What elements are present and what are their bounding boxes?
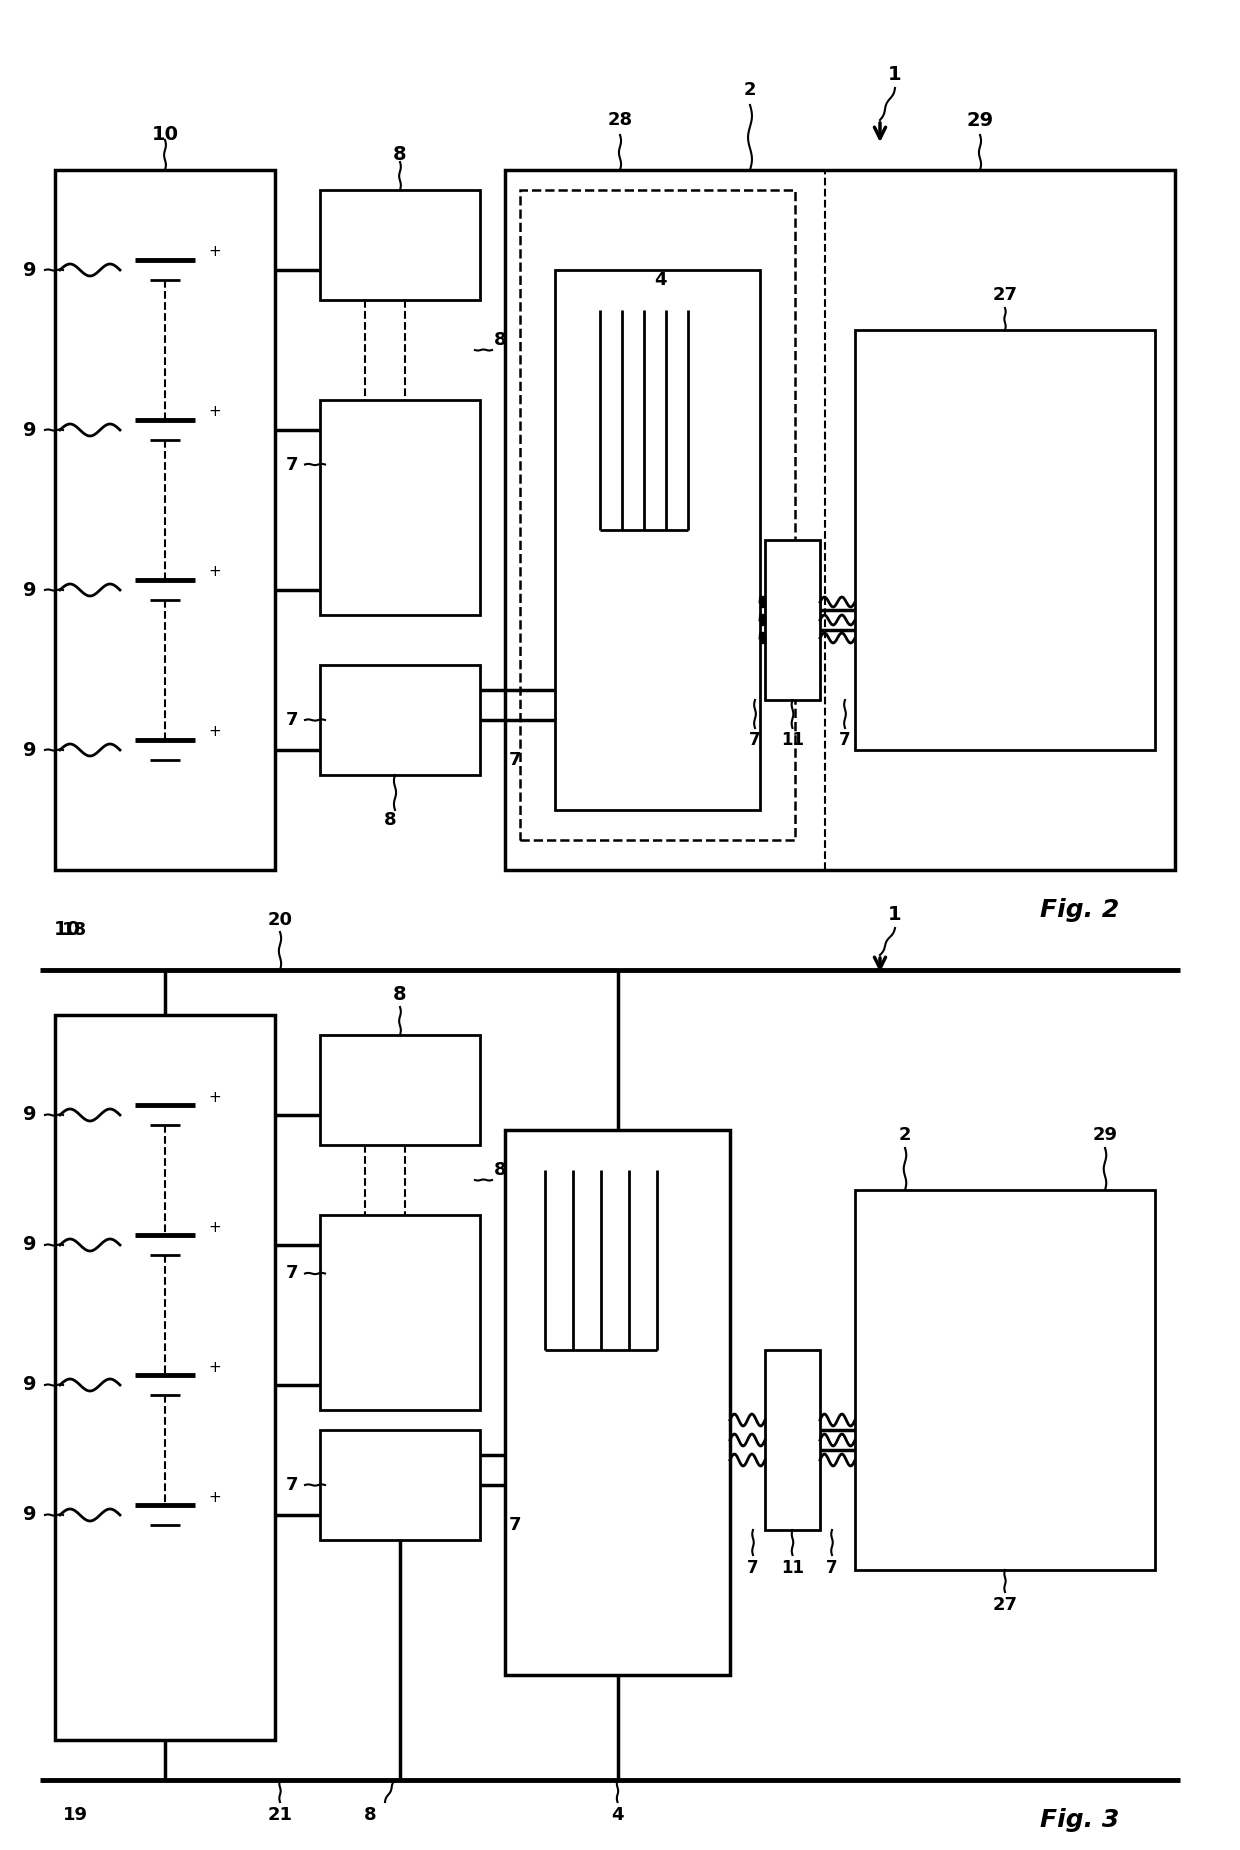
Text: 21: 21 bbox=[268, 1806, 293, 1824]
Bar bbox=[320, 1430, 480, 1539]
Text: 9: 9 bbox=[24, 1376, 37, 1395]
Text: 10: 10 bbox=[151, 126, 179, 144]
Text: 8: 8 bbox=[393, 986, 407, 1005]
Text: 2: 2 bbox=[744, 81, 756, 100]
Text: +: + bbox=[208, 1219, 222, 1234]
Text: 8: 8 bbox=[363, 1806, 376, 1824]
Text: 9: 9 bbox=[24, 1506, 37, 1524]
Text: +: + bbox=[208, 1090, 222, 1104]
Text: 2: 2 bbox=[899, 1127, 911, 1143]
Bar bbox=[320, 400, 480, 614]
Text: +: + bbox=[208, 1360, 222, 1375]
Bar bbox=[505, 170, 1176, 870]
Bar bbox=[765, 540, 820, 699]
Text: Fig. 2: Fig. 2 bbox=[1040, 897, 1120, 921]
Bar bbox=[320, 191, 480, 300]
Bar bbox=[320, 664, 480, 775]
Text: 9: 9 bbox=[24, 1236, 37, 1254]
Text: 29: 29 bbox=[966, 111, 993, 130]
Text: 10: 10 bbox=[53, 921, 81, 940]
Text: 7: 7 bbox=[748, 1560, 759, 1576]
Text: 8: 8 bbox=[383, 810, 397, 829]
Bar bbox=[320, 1215, 480, 1410]
Text: 7: 7 bbox=[508, 751, 521, 770]
Bar bbox=[55, 170, 275, 870]
Text: 7: 7 bbox=[839, 731, 851, 749]
Bar bbox=[505, 1130, 730, 1674]
Text: 7: 7 bbox=[285, 455, 299, 474]
Text: 7: 7 bbox=[285, 710, 299, 729]
Text: 19: 19 bbox=[62, 1806, 88, 1824]
Text: Fig. 3: Fig. 3 bbox=[1040, 1807, 1120, 1832]
Text: 4: 4 bbox=[611, 1806, 624, 1824]
Text: +: + bbox=[208, 405, 222, 420]
Bar bbox=[765, 1350, 820, 1530]
Text: 9: 9 bbox=[24, 740, 37, 760]
Bar bbox=[856, 1190, 1154, 1571]
Text: 20: 20 bbox=[268, 910, 293, 929]
Text: 7: 7 bbox=[285, 1476, 299, 1495]
Bar bbox=[55, 1016, 275, 1741]
Text: +: + bbox=[208, 564, 222, 579]
Text: 8: 8 bbox=[494, 1162, 506, 1178]
Text: 9: 9 bbox=[24, 1106, 37, 1125]
Bar bbox=[320, 1034, 480, 1145]
Text: 9: 9 bbox=[24, 581, 37, 599]
Text: 1: 1 bbox=[888, 905, 901, 925]
Text: 8: 8 bbox=[494, 331, 506, 350]
Bar bbox=[520, 191, 795, 840]
Text: +: + bbox=[208, 244, 222, 259]
Text: 27: 27 bbox=[992, 1597, 1018, 1613]
Text: 9: 9 bbox=[24, 420, 37, 440]
Text: 7: 7 bbox=[826, 1560, 838, 1576]
Text: 11: 11 bbox=[781, 1560, 804, 1576]
Bar bbox=[556, 270, 760, 810]
Text: 11: 11 bbox=[781, 731, 804, 749]
Text: 7: 7 bbox=[749, 731, 761, 749]
Text: 1: 1 bbox=[888, 65, 901, 85]
Text: +: + bbox=[208, 1489, 222, 1504]
Text: 7: 7 bbox=[285, 1265, 299, 1282]
Text: +: + bbox=[208, 725, 222, 740]
Text: 29: 29 bbox=[1092, 1127, 1117, 1143]
Text: 8: 8 bbox=[393, 146, 407, 165]
Text: 9: 9 bbox=[24, 261, 37, 279]
Text: 28: 28 bbox=[608, 111, 632, 130]
Text: 18: 18 bbox=[62, 921, 88, 940]
Text: 7: 7 bbox=[508, 1515, 521, 1534]
Bar bbox=[856, 329, 1154, 749]
Text: 27: 27 bbox=[992, 287, 1018, 303]
Text: 4: 4 bbox=[653, 270, 666, 289]
